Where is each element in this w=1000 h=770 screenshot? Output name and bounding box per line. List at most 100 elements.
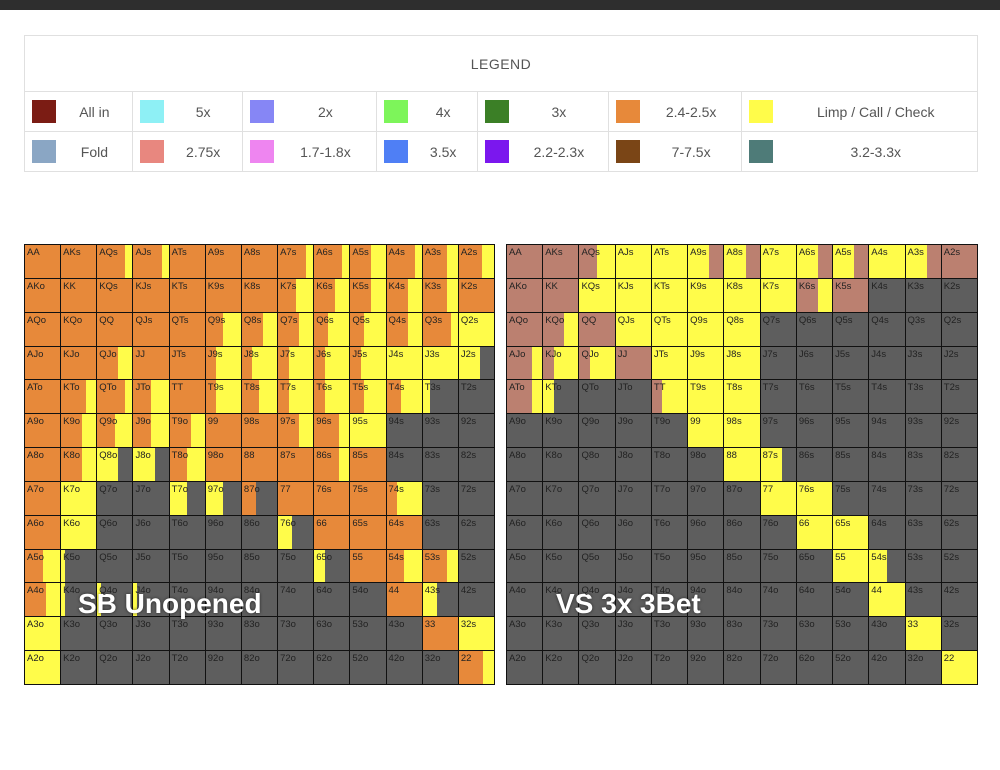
action-segment [190,414,205,448]
hand-label: K4o [63,585,81,597]
action-segment [543,651,579,684]
hand-cell: K3o [543,617,579,651]
action-segment [205,380,217,414]
hand-label: Q8o [581,450,600,462]
hand-cell: KJo [543,346,579,380]
hand-label: 85o [726,551,743,563]
hand-cell: Q9o [97,414,133,448]
hand-label: 84o [243,585,260,597]
hand-label: J6s [316,348,332,360]
action-segment [688,278,724,312]
hand-cell: 76s [796,481,833,515]
hand-cell: AJo [25,346,61,380]
hand-cell: 94o [205,583,241,617]
hand-label: T6s [316,382,333,394]
action-segment [133,549,169,583]
action-segment [579,380,615,414]
hand-label: 63s [907,517,923,529]
hand-label: 73s [424,483,441,495]
hand-label: Q5s [835,314,853,326]
action-segment [133,278,169,312]
hand-label: T6o [171,517,188,529]
hand-cell: K9s [688,278,724,312]
hand-cell: Q6s [796,312,833,346]
hand-cell: 96s [314,414,350,448]
hand-cell: 75s [833,481,869,515]
hand-label: K3s [907,280,924,292]
hand-cell: 94o [688,583,724,617]
action-segment [458,346,480,380]
action-segment [615,380,651,414]
hand-label: AJo [509,348,526,360]
hand-label: J2o [617,653,634,665]
hand-label: 85o [243,551,260,563]
hand-label: 93o [207,619,224,631]
legend-label: 2.4-2.5x [665,103,717,120]
action-segment [263,312,278,346]
hand-label: 92o [690,653,706,665]
hand-label: K5s [835,280,852,292]
hand-cell: K7o [543,481,579,515]
hand-cell: 53o [833,617,869,651]
hand-cell: A3o [507,617,543,651]
hand-label: 92s [460,416,477,428]
hand-label: Q9o [581,416,600,428]
hand-label: 93s [424,416,441,428]
hand-cell: J8s [724,346,760,380]
action-segment [422,278,448,312]
legend-label: 2x [318,103,333,120]
hand-label: QTs [653,314,671,326]
hand-cell: 97o [688,481,724,515]
action-segment [796,245,818,278]
action-segment [615,346,651,380]
action-segment [278,278,296,312]
action-segment [64,583,97,617]
action-segment [724,380,760,414]
hand-cell: A6s [314,245,350,278]
action-segment [833,651,869,684]
action-segment [299,312,314,346]
action-segment [350,380,365,414]
action-segment [386,448,422,481]
action-segment [97,651,133,684]
action-segment [833,414,869,448]
action-segment [97,346,119,380]
action-segment [364,312,386,346]
action-segment [796,617,833,651]
action-segment [724,481,760,515]
action-segment [223,481,241,515]
hand-label: QQ [99,314,115,326]
hand-label: 73o [280,619,296,631]
hand-label: 82o [243,653,260,665]
action-segment [187,448,205,481]
legend-item: 2.4-2.5x [609,92,743,131]
hand-cell: ATs [651,245,688,278]
hand-cell: A3s [422,245,458,278]
action-segment [422,380,430,414]
hand-cell: JTs [651,346,688,380]
action-segment [278,380,289,414]
hand-label: A4o [27,585,44,597]
hand-label: QTo [99,382,117,394]
action-segment [833,448,869,481]
hand-label: Q8o [99,450,118,462]
hand-label: KQs [99,280,118,292]
action-segment [688,346,724,380]
hand-cell: 65s [350,515,386,549]
hand-label: 74o [280,585,296,597]
hand-label: KTs [171,280,188,292]
action-segment [458,583,494,617]
action-segment [205,278,241,312]
action-segment [314,515,350,549]
action-segment [278,312,300,346]
action-segment [724,549,760,583]
hand-cell: 63s [905,515,941,549]
action-segment [223,312,241,346]
hand-cell: K6s [314,278,350,312]
action-segment [169,414,191,448]
action-segment [869,346,905,380]
action-segment [386,515,422,549]
hand-cell: A7o [25,481,61,515]
hand-label: A9s [690,247,707,258]
action-segment [133,346,169,380]
